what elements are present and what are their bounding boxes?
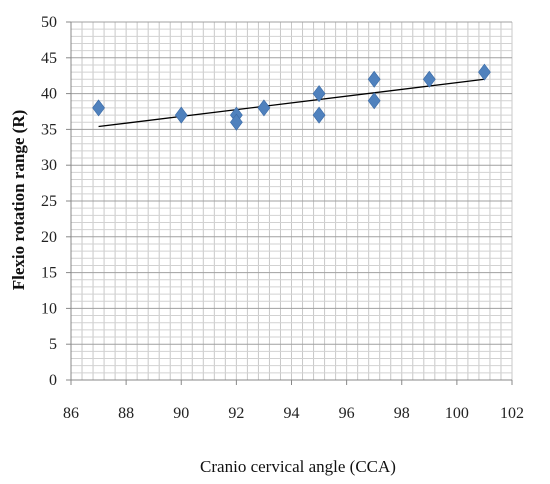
- data-point: [478, 64, 490, 80]
- tick-labels: 86 88 90 92 94 96 98 100 102 0 5 10 15 20 25 30 35 40 45 50: [41, 14, 524, 422]
- x-axis-label: Cranio cervical angle (CCA): [200, 457, 396, 476]
- y-tick-label: 45: [41, 50, 57, 67]
- data-point: [368, 93, 380, 109]
- y-tick-label: 5: [49, 336, 57, 353]
- x-tick-label: 98: [394, 405, 410, 422]
- x-tick-label: 100: [445, 405, 469, 422]
- x-tick-label: 86: [63, 405, 79, 422]
- y-tick-label: 15: [41, 265, 57, 282]
- x-tick-label: 90: [173, 405, 189, 422]
- data-point: [175, 107, 187, 123]
- x-tick-label: 102: [500, 405, 524, 422]
- x-tick-label: 94: [284, 405, 300, 422]
- x-tick-label: 88: [118, 405, 134, 422]
- data-point: [368, 71, 380, 87]
- y-tick-label: 25: [41, 193, 57, 210]
- y-tick-label: 50: [41, 14, 57, 31]
- data-point: [93, 100, 105, 116]
- y-tick-label: 10: [41, 300, 57, 317]
- y-tick-label: 20: [41, 229, 57, 246]
- y-tick-label: 0: [49, 372, 57, 389]
- x-tick-label: 96: [339, 405, 355, 422]
- data-point: [258, 100, 270, 116]
- x-tick-label: 92: [228, 405, 244, 422]
- data-point: [313, 107, 325, 123]
- grid: [71, 22, 512, 380]
- y-axis-label: Flexio rotation range (R): [9, 110, 28, 291]
- y-tick-label: 35: [41, 121, 57, 138]
- axes: [66, 22, 512, 385]
- y-tick-label: 30: [41, 157, 57, 174]
- y-tick-label: 40: [41, 86, 57, 103]
